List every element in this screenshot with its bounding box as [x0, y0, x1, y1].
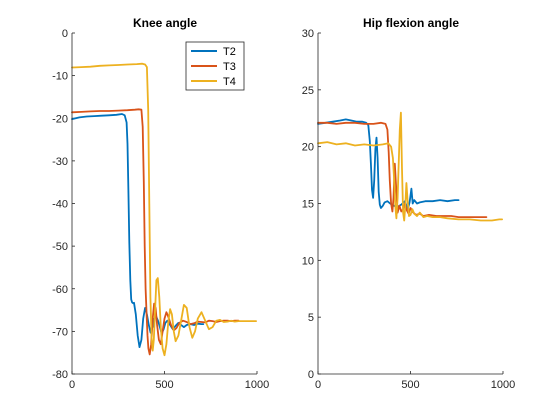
y-tick-label: 30: [302, 28, 314, 40]
x-tick-label: 1000: [245, 379, 269, 391]
y-tick-label: 10: [302, 255, 314, 267]
y-axis-ticks: 0 5 10 15 20 25 30: [302, 28, 321, 381]
x-axis-ticks: 0 500 1000: [315, 371, 515, 391]
y-tick-label: -30: [52, 156, 68, 168]
y-tick-label: 0: [62, 28, 68, 40]
x-tick-label: 0: [69, 379, 75, 391]
y-tick-label: -50: [52, 241, 68, 253]
legend: T2 T3 T4: [185, 41, 245, 91]
x-tick-label: 500: [155, 379, 173, 391]
series-line-t3: [71, 108, 240, 356]
y-tick-label: -70: [52, 326, 68, 338]
legend-label-t3: T3: [223, 61, 236, 73]
x-tick-label: 0: [315, 379, 321, 391]
chart-title: Knee angle: [133, 16, 197, 30]
series-line-t3: [317, 121, 488, 219]
axes-frame: [71, 33, 257, 375]
y-tick-label: -40: [52, 199, 68, 211]
series-line-t4: [317, 111, 504, 222]
plot-area: [317, 111, 504, 222]
x-axis-ticks: 0 500 1000: [69, 371, 269, 391]
x-tick-label: 500: [401, 379, 419, 391]
y-tick-label: 5: [308, 312, 314, 324]
y-tick-label: -20: [52, 113, 68, 125]
plot-area: [71, 62, 258, 357]
y-axis-ticks: -80 -70 -60 -50 -40 -30 -20 -10 0: [52, 28, 75, 381]
y-tick-label: -80: [52, 369, 68, 381]
y-tick-label: 15: [302, 199, 314, 211]
chart-title: Hip flexion angle: [363, 16, 459, 30]
y-tick-label: 20: [302, 142, 314, 154]
y-tick-label: -10: [52, 71, 68, 83]
y-tick-label: 25: [302, 85, 314, 97]
hip-flexion-chart: Hip flexion angle 0 500 1000 0 5 10 15 20 25 30: [302, 16, 515, 391]
legend-label-t4: T4: [223, 76, 236, 88]
x-tick-label: 1000: [491, 379, 515, 391]
y-tick-label: 0: [308, 369, 314, 381]
legend-label-t2: T2: [223, 46, 236, 58]
knee-angle-chart: Knee angle 0 500 1000 -80 -70 -60 -50 -40 -30 -2…: [52, 16, 269, 391]
series-line-t2: [317, 118, 460, 211]
axes-frame: [317, 33, 503, 375]
series-line-t4: [71, 62, 258, 357]
y-tick-label: -60: [52, 284, 68, 296]
